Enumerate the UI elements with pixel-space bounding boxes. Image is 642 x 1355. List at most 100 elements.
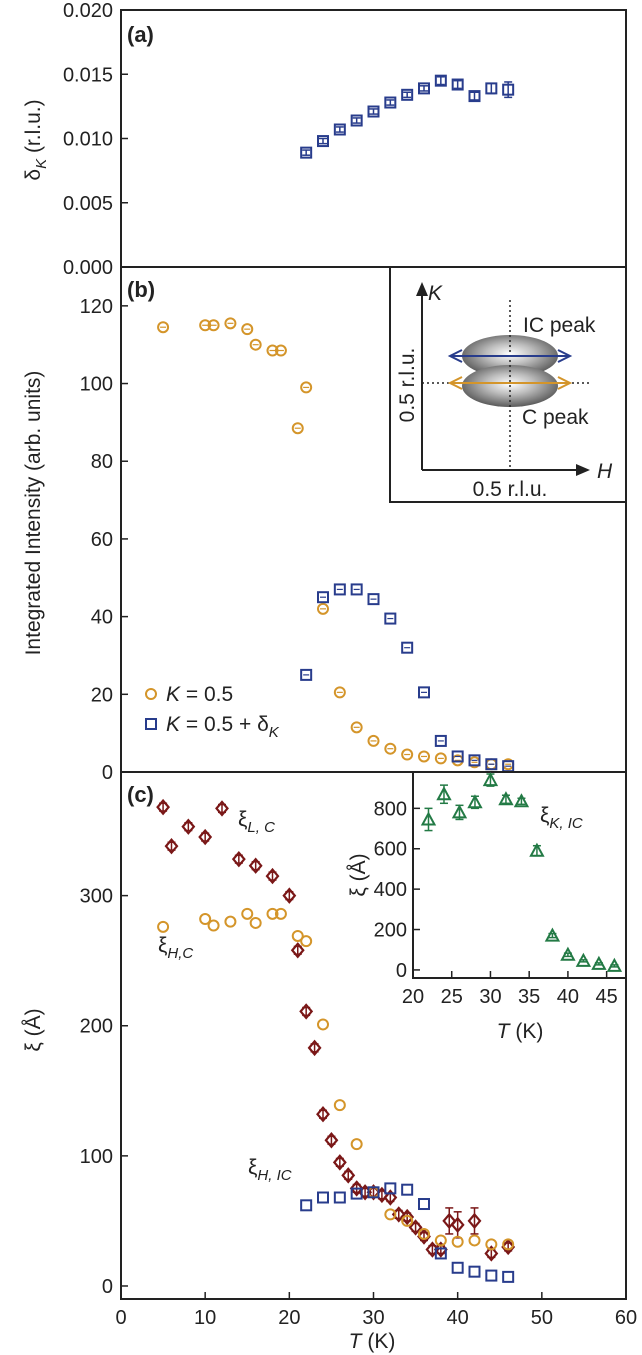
legend-k05: K = 0.5	[166, 683, 233, 706]
panel-c-point-diamond	[181, 818, 196, 835]
inset-c-series-label: ξK, IC	[540, 804, 583, 832]
panel-a-ylabel-main: δ	[22, 169, 45, 181]
legend-k05dk: K = 0.5 + δK	[166, 713, 280, 741]
panel-c-point-diamond	[324, 1132, 339, 1149]
inset-c-series-label-sub: K, IC	[549, 815, 583, 832]
inset-c-ytick-label: 800	[374, 798, 407, 820]
panel-c-point-circle	[418, 1227, 430, 1240]
inset-c-point	[467, 794, 483, 809]
panel-c-point-circle	[502, 1238, 515, 1251]
panel-c-point-diamond	[433, 1241, 448, 1258]
panel-a-point	[367, 105, 380, 118]
panel-b-point-circle	[333, 686, 346, 699]
c-peak-label: C peak	[522, 406, 589, 429]
panel-c-point-circle	[199, 913, 212, 926]
panel-c-point-circle	[384, 1208, 397, 1221]
panel-b-point-circle	[300, 381, 313, 394]
panel-b-ytick-label: 80	[91, 451, 113, 473]
panel-a-errorbar	[352, 117, 361, 124]
panel-c-point-circle	[207, 919, 220, 932]
inset-c-point	[513, 793, 530, 808]
panel-a-point	[300, 146, 313, 159]
panel-a-errorbar	[302, 149, 311, 156]
panel-b-point-circle	[199, 319, 212, 332]
panel-c-point-diamond	[316, 1106, 330, 1123]
panel-c-point-circle	[451, 1235, 464, 1248]
panel-b-point-square	[333, 583, 346, 596]
panel-c-label: (c)	[127, 782, 154, 807]
panel-b-point-circle	[401, 748, 414, 761]
legend-circle-marker	[145, 688, 157, 700]
panel-c-xtick-label: 0	[115, 1307, 126, 1329]
panel-c-point-circle	[434, 1234, 447, 1247]
panel-a-point	[468, 90, 481, 103]
inset-c-xtick-label: 20	[402, 986, 424, 1008]
inset-b-h-arrowhead	[576, 464, 590, 476]
inset-c-ylabel: ξ (Å)	[347, 853, 370, 896]
panel-b-ytick-label: 20	[91, 684, 113, 706]
panel-c-point-diamond	[332, 1154, 347, 1171]
legend-k05-post: = 0.5	[180, 683, 233, 706]
panel-c-errorbar	[453, 1211, 462, 1239]
inset-c-xlabel: T (K)	[497, 1020, 544, 1043]
panel-b-point-square	[434, 734, 447, 747]
panel-a-label: (a)	[127, 22, 154, 47]
inset-c-point	[544, 927, 561, 942]
panel-c-point-diamond	[501, 1238, 516, 1256]
panel-c-point-diamond	[417, 1228, 431, 1245]
panel-a-point	[333, 123, 346, 136]
panel-c-errorbar	[470, 1207, 479, 1235]
panel-c-point-circle	[241, 907, 254, 920]
label-xi-lc-main: ξ	[238, 808, 247, 831]
panel-a-errorbar	[319, 137, 327, 145]
panel-c-point-circle	[350, 1138, 363, 1151]
panel-a-point	[401, 88, 414, 101]
panel-a-errorbar	[386, 99, 395, 106]
panel-a-ylabel-sub: K	[33, 158, 50, 169]
panel-c-point-diamond	[307, 1039, 322, 1057]
panel-a-errorbar	[335, 126, 344, 133]
panel-c-point-diamond	[248, 857, 263, 874]
legend-k05dk-pre: K	[166, 713, 181, 736]
panel-b-point-circle	[207, 319, 220, 332]
panel-b-ytick-label: 60	[91, 529, 113, 551]
panel-c-point-circle	[468, 1234, 481, 1247]
panel-b-point-square	[451, 750, 464, 763]
panel-c-ytick-label: 200	[80, 1016, 113, 1038]
panel-c-ytick-label: 100	[80, 1146, 113, 1168]
panel-a-point	[502, 83, 515, 96]
xlabel-main: T	[349, 1330, 364, 1353]
panel-c-point-square	[418, 1198, 430, 1211]
legend-k05dk-sub: K	[269, 724, 280, 741]
panel-c-point-circle	[333, 1099, 346, 1112]
panel-b-point-square	[384, 612, 397, 625]
ic-peak-label: IC peak	[523, 314, 596, 337]
inset-b-yval-label: 0.5 r.l.u.	[396, 348, 419, 423]
panel-b-ticks: 0 20 40 60 80 100 120	[80, 296, 128, 784]
panel-c-point-square	[468, 1265, 481, 1278]
panel-b-point-circle	[317, 602, 329, 615]
panel-b-point-square	[485, 758, 498, 771]
panel-a-errorbar	[453, 79, 462, 90]
panel-c-point-diamond	[408, 1219, 423, 1236]
inset-c-xtick-label: 30	[479, 986, 501, 1008]
panel-b-legend: K = 0.5 K = 0.5 + δK	[145, 683, 280, 741]
panel-a-errorbar	[436, 76, 445, 86]
panel-c-point-diamond	[484, 1245, 499, 1262]
inset-c-point	[451, 804, 468, 819]
panel-a-ytick-label: 0.015	[63, 64, 113, 86]
inset-c-xlabel-main: T	[497, 1020, 512, 1043]
panel-c-point-square	[350, 1187, 363, 1200]
panel-c-point-diamond	[450, 1216, 465, 1234]
inset-c-xtick-label: 45	[596, 986, 618, 1008]
panel-c-point-diamond	[290, 942, 305, 959]
inset-c-ytick-label: 0	[396, 960, 407, 982]
inset-c-marks	[420, 771, 623, 972]
panel-c-point-circle	[274, 907, 287, 920]
inset-c-xtick-label: 25	[441, 986, 463, 1008]
panel-a-errorbar	[369, 108, 378, 115]
panel-a-point	[418, 82, 430, 95]
panel-a-errorbar	[420, 85, 428, 92]
inset-c-point	[436, 786, 452, 801]
